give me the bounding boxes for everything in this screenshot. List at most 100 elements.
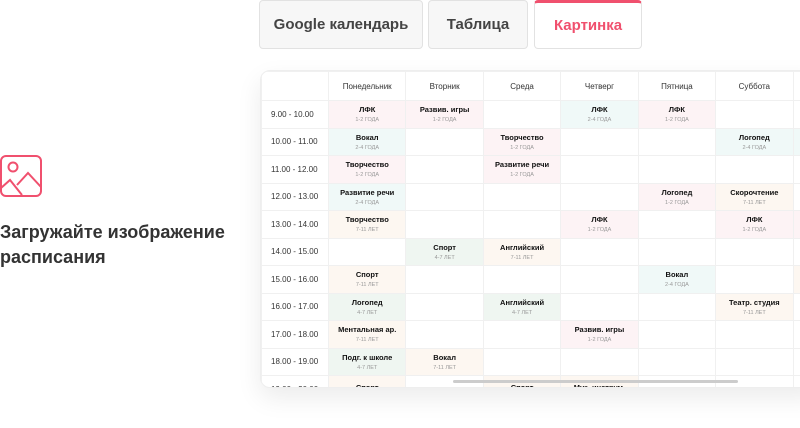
lesson-title: Подг. к школе: [342, 352, 393, 362]
empty-cell: [792, 237, 800, 266]
empty-cell: [560, 155, 639, 184]
day-header: Пятница: [637, 71, 717, 101]
empty-cell: [482, 210, 562, 239]
empty-cell: [482, 100, 562, 129]
empty-cell: [405, 320, 484, 349]
tab-google-calendar[interactable]: Google календарь: [259, 0, 423, 49]
lesson-title: Английский: [500, 297, 545, 307]
empty-cell: [560, 347, 639, 376]
schedule-table: Понедельник Вторник Среда Четверг Пятница Суб…: [261, 71, 800, 388]
lesson-cell: Спорт 7-11 ЛЕТ: [327, 265, 407, 294]
lesson-title: Развитие речи: [794, 133, 800, 142]
lesson-cell: ЛФК 1-2 ГОДА: [637, 100, 717, 129]
time-slot: 14.00 - 15.00: [261, 237, 329, 266]
time-slot: 9.00 - 10.00: [261, 100, 329, 129]
lesson-title: ЛФК: [746, 215, 763, 225]
lesson-cell: Развитие речи 2-4 ГОДА: [327, 182, 407, 211]
empty-cell: [715, 155, 794, 184]
lesson-title: Вокал: [355, 132, 379, 142]
empty-cell: [405, 292, 484, 321]
lesson-cell: Скорочтение 7-11 ЛЕТ: [715, 182, 794, 211]
lesson-cell: Вокал 7-11 ЛЕТ: [792, 265, 800, 294]
lesson-title: Театр. студия: [728, 297, 780, 307]
lesson-cell: Творчество 7-11 ЛЕТ: [327, 210, 407, 239]
empty-cell: [405, 155, 484, 184]
horizontal-scrollbar[interactable]: [453, 380, 738, 383]
lesson-title: ЛФК: [591, 105, 608, 115]
lesson-age: 1-2 ГОДА: [355, 172, 380, 179]
empty-cell: [405, 265, 484, 294]
empty-cell: [637, 210, 717, 239]
lesson-age: 1-2 ГОДА: [665, 199, 689, 206]
lesson-age: 1-2 ГОДА: [587, 227, 612, 234]
day-header: Четверг: [560, 71, 639, 101]
day-header: Среда: [482, 71, 562, 101]
table-row: 13.00 - 14.00 Творчество 7-11 ЛЕТ ЛФК 1-2 ГО…: [261, 210, 800, 239]
time-slot: 18.00 - 19.00: [261, 347, 329, 376]
lesson-cell: Творчество 1-2 ГОДА: [482, 127, 562, 156]
empty-cell: [560, 265, 639, 294]
lesson-title: Логопед: [351, 297, 383, 307]
lesson-age: 1-2 ГОДА: [742, 227, 767, 234]
table-row: 9.00 - 10.00 ЛФК 1-2 ГОДА Развив. игры 1-2 Г…: [261, 100, 800, 129]
lesson-title: Логопед: [738, 132, 770, 142]
tab-picture[interactable]: Картинка: [534, 0, 642, 49]
lesson-age: 2-4 ГОДА: [742, 144, 767, 151]
lesson-title: ЛФК: [591, 215, 608, 225]
lesson-title: Спорт: [355, 383, 379, 388]
lesson-cell: ЛФК 2-4 ГОДА: [560, 100, 639, 129]
table-row: 16.00 - 17.00 Логопед 4-7 ЛЕТ Английский 4-7…: [261, 292, 800, 321]
time-slot: 16.00 - 17.00: [261, 292, 329, 321]
lesson-age: 1-2 ГОДА: [665, 117, 689, 124]
corner-cell: [261, 71, 329, 101]
upload-hint: Загружайте изображение расписания: [0, 222, 225, 267]
empty-cell: [637, 237, 717, 266]
empty-cell: [715, 100, 794, 129]
table-row: 17.00 - 18.00 Ментальная ар. 7-11 ЛЕТ Разви…: [261, 320, 800, 349]
empty-cell: [560, 292, 639, 321]
lesson-title: Творчество: [345, 160, 389, 170]
lesson-age: 2-4 ГОДА: [355, 199, 380, 206]
lesson-title: Развив. игры: [574, 325, 625, 335]
empty-cell: [637, 292, 717, 321]
table-row: 14.00 - 15.00 Спорт 4-7 ЛЕТ Английский 7-11 …: [261, 237, 800, 266]
lesson-age: 7-11 ЛЕТ: [433, 364, 457, 371]
lesson-title: Спорт: [510, 383, 534, 388]
lesson-age: 7-11 ЛЕТ: [794, 282, 800, 288]
lesson-age: 7-11 ЛЕТ: [355, 337, 379, 344]
tab-table[interactable]: Таблица: [428, 0, 528, 49]
lesson-age: 4-7 ЛЕТ: [434, 254, 455, 261]
lesson-cell: Английский 7-11 ЛЕТ: [482, 237, 562, 266]
lesson-title: Вокал: [433, 352, 456, 362]
lesson-title: Развитие речи: [340, 187, 395, 197]
lesson-cell: Развив. игры 1-2 ГОДА: [405, 100, 484, 129]
lesson-age: 4-7 ЛЕТ: [357, 364, 378, 371]
lesson-title: Развив. игры: [419, 105, 470, 115]
day-header: Воскресенье: [792, 71, 800, 101]
empty-cell: [792, 155, 800, 184]
lesson-title: Творчество: [345, 215, 389, 225]
time-slot: 17.00 - 18.00: [261, 320, 329, 349]
empty-cell: [792, 182, 800, 211]
lesson-age: 4-7 ЛЕТ: [511, 309, 533, 316]
lesson-cell: Логопед 4-7 ЛЕТ: [327, 292, 407, 321]
table-row: 18.00 - 19.00 Подг. к школе 4-7 ЛЕТ Вокал 7-…: [261, 347, 800, 376]
lesson-cell: Ментальная ар. 7-11 ЛЕТ: [327, 320, 407, 349]
empty-cell: [637, 320, 717, 349]
lesson-cell: Вокал 7-11 ЛЕТ: [405, 347, 484, 376]
empty-cell: [482, 182, 562, 211]
empty-cell: [715, 237, 794, 266]
empty-cell: [792, 100, 800, 129]
lesson-cell: Подг. к школе 4-7 ЛЕТ: [327, 347, 407, 376]
lesson-age: 7-11 ЛЕТ: [742, 199, 766, 206]
empty-cell: [792, 320, 800, 349]
empty-cell: [637, 127, 717, 156]
lesson-age: 2-4 ГОДА: [587, 117, 612, 124]
empty-cell: [792, 375, 800, 387]
lesson-cell: Спорт: [327, 375, 407, 388]
lesson-title: Спорт: [433, 242, 456, 252]
empty-cell: [482, 347, 562, 376]
schedule-preview: Понедельник Вторник Среда Четверг Пятница Суб…: [260, 70, 800, 388]
lesson-title: Развитие речи: [794, 215, 800, 224]
day-header: Вторник: [405, 71, 484, 101]
